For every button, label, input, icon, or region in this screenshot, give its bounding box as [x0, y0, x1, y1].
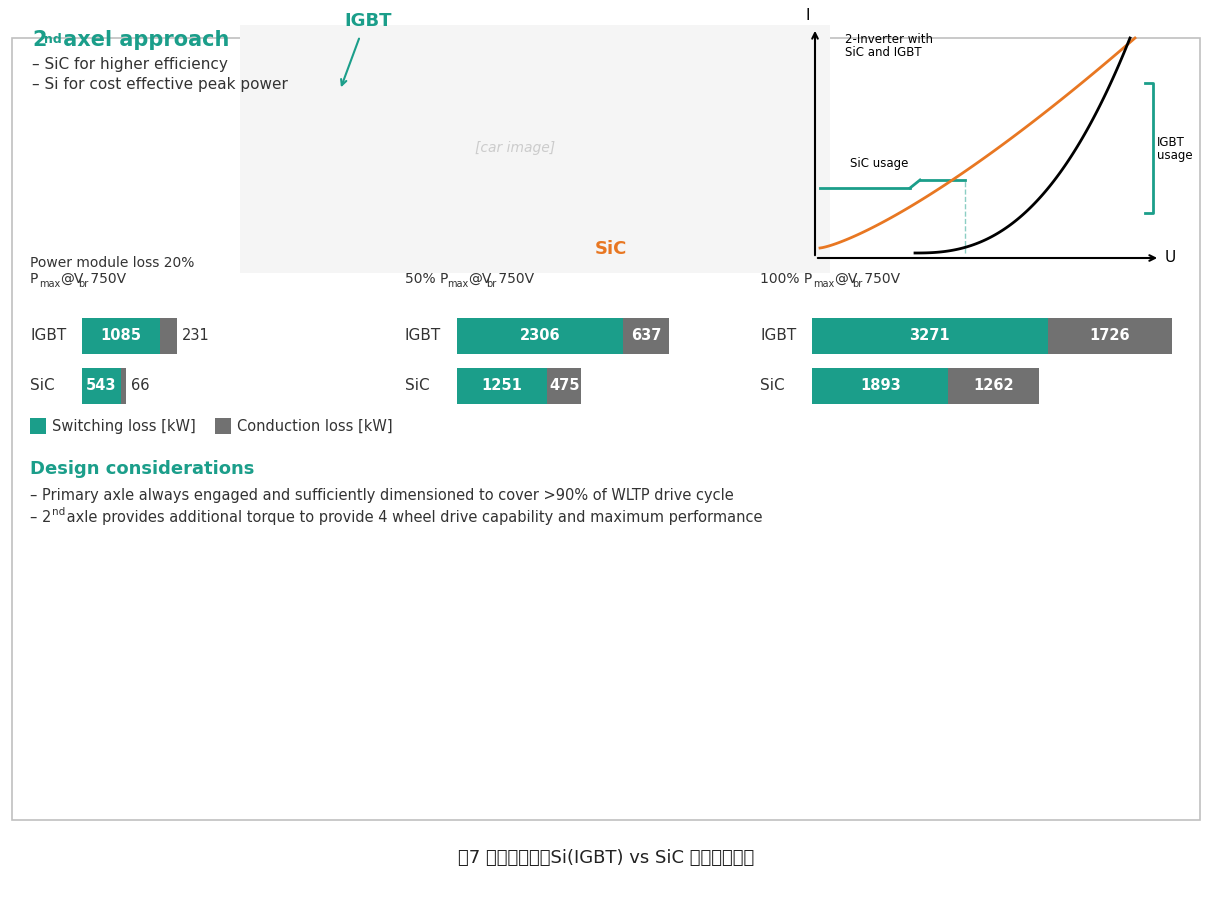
Text: SiC: SiC: [405, 378, 429, 393]
Bar: [215, 418, 231, 434]
Text: SiC usage: SiC usage: [850, 156, 908, 170]
Text: 50% P: 50% P: [405, 272, 448, 286]
Bar: [547, 368, 582, 404]
Text: IGBT: IGBT: [1157, 136, 1185, 149]
Text: 1262: 1262: [973, 378, 1014, 393]
Text: axel approach: axel approach: [56, 30, 229, 50]
Text: 750V: 750V: [494, 272, 534, 286]
Text: br: br: [486, 279, 496, 289]
Text: 2: 2: [32, 30, 46, 50]
Text: 543: 543: [86, 378, 116, 393]
Text: SiC and IGBT: SiC and IGBT: [845, 46, 921, 59]
Text: @V: @V: [834, 272, 857, 286]
Text: SiC: SiC: [30, 378, 55, 393]
Bar: [948, 368, 1040, 404]
Text: Switching loss [kW]: Switching loss [kW]: [52, 418, 196, 434]
Bar: [240, 25, 830, 273]
Bar: [457, 318, 623, 354]
Text: Conduction loss [kW]: Conduction loss [kW]: [238, 418, 393, 434]
Text: usage: usage: [1157, 149, 1193, 163]
Text: [car image]: [car image]: [475, 141, 555, 155]
Text: 1085: 1085: [101, 329, 142, 344]
Text: br: br: [78, 279, 88, 289]
Text: – Primary axle always engaged and sufficiently dimensioned to cover >90% of WLTP: – Primary axle always engaged and suffic…: [30, 488, 733, 503]
Text: 1726: 1726: [1090, 329, 1130, 344]
Text: 750V: 750V: [86, 272, 126, 286]
Text: Power module loss 20%: Power module loss 20%: [30, 256, 194, 270]
Text: IGBT: IGBT: [405, 329, 441, 344]
Bar: [812, 318, 1047, 354]
Text: IGBT: IGBT: [760, 329, 796, 344]
Bar: [812, 368, 948, 404]
Text: IGBT: IGBT: [30, 329, 67, 344]
Text: 750V: 750V: [861, 272, 901, 286]
Text: – SiC for higher efficiency: – SiC for higher efficiency: [32, 57, 228, 72]
Bar: [82, 318, 160, 354]
Text: 100% P: 100% P: [760, 272, 812, 286]
Text: 2-Inverter with: 2-Inverter with: [845, 33, 933, 46]
Text: – 2: – 2: [30, 510, 51, 525]
Text: 1251: 1251: [481, 378, 522, 393]
Text: max: max: [813, 279, 834, 289]
Bar: [82, 368, 121, 404]
Text: 图7 不同工况下的Si(IGBT) vs SiC 功耗性能对比: 图7 不同工况下的Si(IGBT) vs SiC 功耗性能对比: [458, 849, 754, 867]
Bar: [30, 418, 46, 434]
Text: 475: 475: [549, 378, 579, 393]
Text: U: U: [1165, 251, 1177, 266]
Bar: [1047, 318, 1172, 354]
Text: 231: 231: [182, 329, 210, 344]
Text: – Si for cost effective peak power: – Si for cost effective peak power: [32, 77, 288, 92]
Text: 1893: 1893: [859, 378, 901, 393]
Text: SiC: SiC: [760, 378, 784, 393]
Text: Design considerations: Design considerations: [30, 460, 255, 478]
Text: SiC: SiC: [595, 240, 628, 258]
Bar: [457, 368, 547, 404]
Text: axle provides additional torque to provide 4 wheel drive capability and maximum : axle provides additional torque to provi…: [62, 510, 762, 525]
Text: br: br: [852, 279, 862, 289]
Bar: [623, 318, 669, 354]
Text: 2306: 2306: [520, 329, 560, 344]
Text: nd: nd: [52, 507, 65, 517]
Text: IGBT: IGBT: [344, 12, 391, 30]
Text: max: max: [447, 279, 468, 289]
Text: @V: @V: [468, 272, 491, 286]
Bar: [121, 368, 126, 404]
Bar: [160, 318, 177, 354]
Text: I: I: [806, 8, 810, 23]
Text: P: P: [30, 272, 39, 286]
Text: 3271: 3271: [909, 329, 950, 344]
Text: 66: 66: [131, 378, 149, 393]
Text: max: max: [39, 279, 61, 289]
FancyBboxPatch shape: [12, 38, 1200, 820]
Text: nd: nd: [44, 33, 62, 46]
Text: 637: 637: [631, 329, 662, 344]
Text: @V: @V: [61, 272, 84, 286]
